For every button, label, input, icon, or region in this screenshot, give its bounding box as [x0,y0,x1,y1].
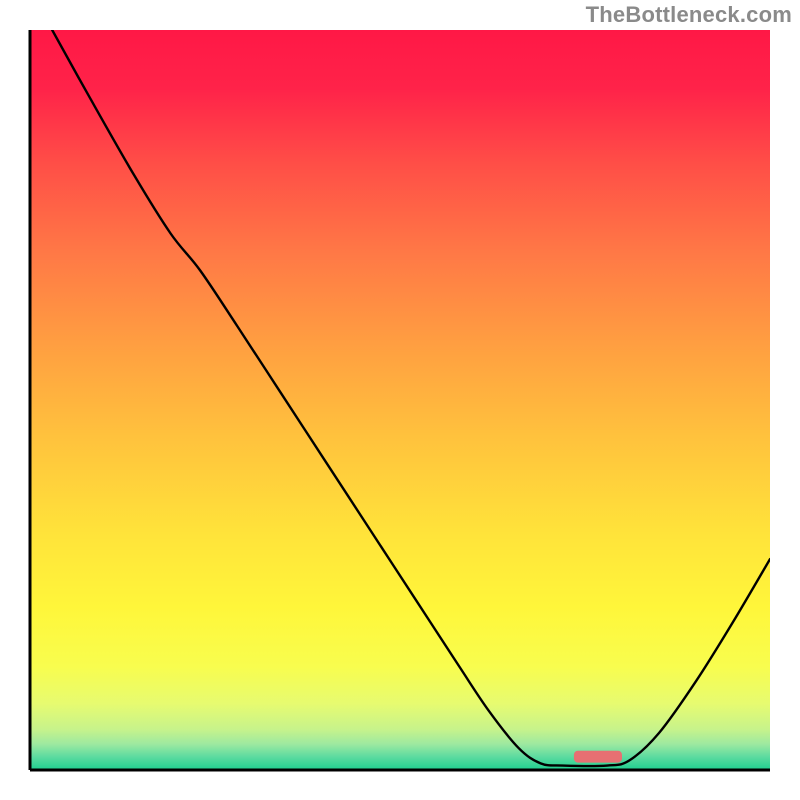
watermark-text: TheBottleneck.com [586,2,792,28]
optimal-marker [574,751,622,763]
gradient-background [30,30,770,770]
chart-container: TheBottleneck.com [0,0,800,800]
bottleneck-chart [0,0,800,800]
